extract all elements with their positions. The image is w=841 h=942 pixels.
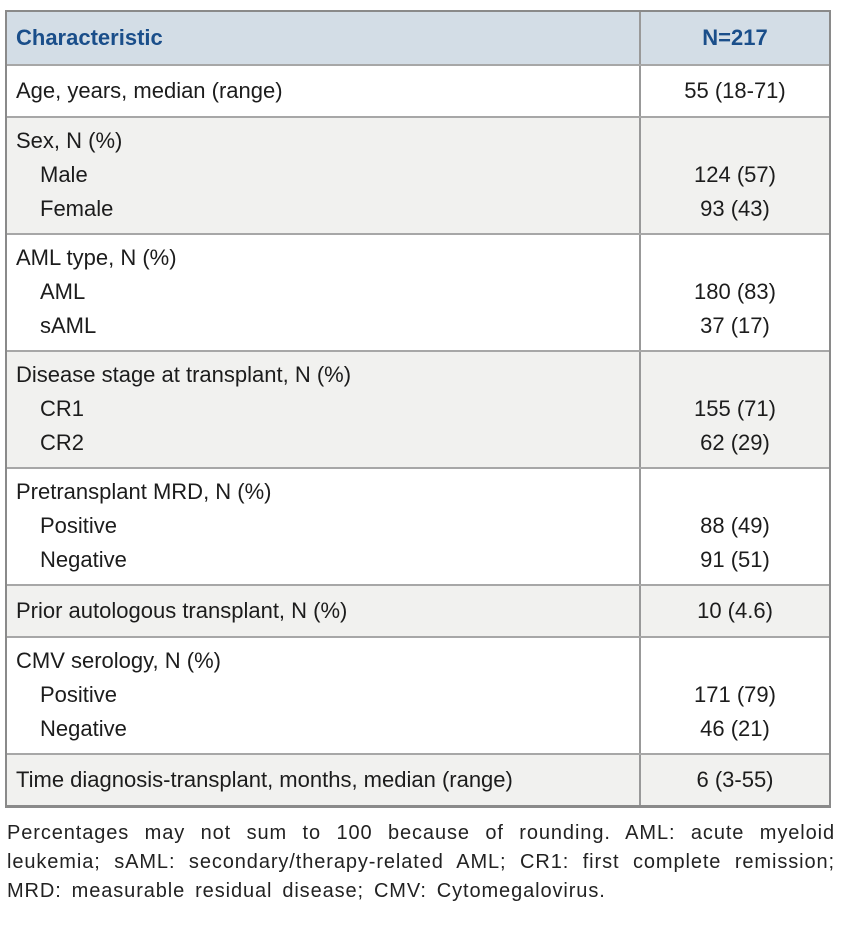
row-sub-value: 124 (57) xyxy=(694,162,776,187)
table-row-pretransplant-mrd: Pretransplant MRD, N (%) Positive Negati… xyxy=(7,467,829,584)
row-label: CMV serology, N (%) xyxy=(16,648,221,673)
row-sub-label: Female xyxy=(40,196,114,221)
row-value: 6 (3-55) xyxy=(696,767,774,792)
row-value-cell: 88 (49) 91 (51) xyxy=(639,469,829,584)
row-label-cell: Age, years, median (range) xyxy=(7,66,639,116)
row-label: Prior autologous transplant, N (%) xyxy=(16,598,348,623)
row-label-cell: Disease stage at transplant, N (%) CR1 C… xyxy=(7,352,639,467)
row-value-cell: 55 (18-71) xyxy=(639,66,829,116)
table-footnote: Percentages may not sum to 100 because o… xyxy=(7,822,835,902)
table-row-prior-autologous: Prior autologous transplant, N (%) 10 (4… xyxy=(7,584,829,636)
row-sub-value: 155 (71) xyxy=(694,396,776,421)
row-value-cell: 10 (4.6) xyxy=(639,586,829,636)
row-sub-label: CR1 xyxy=(40,396,85,421)
row-value-spacer xyxy=(645,241,825,275)
row-sub-label: AML xyxy=(40,279,86,304)
table-header-row: Characteristic N=217 xyxy=(7,12,829,64)
row-label: Disease stage at transplant, N (%) xyxy=(16,362,352,387)
row-sub-value: 171 (79) xyxy=(694,682,776,707)
row-value-spacer xyxy=(645,358,825,392)
row-label: Sex, N (%) xyxy=(16,128,123,153)
header-cell-characteristic: Characteristic xyxy=(7,12,639,64)
row-value-cell: 6 (3-55) xyxy=(639,755,829,805)
header-characteristic-label: Characteristic xyxy=(16,25,163,50)
row-sub-label: CR2 xyxy=(40,430,85,455)
header-n-label: N=217 xyxy=(702,25,768,50)
row-sub-value: 88 (49) xyxy=(700,513,770,538)
row-label-cell: Time diagnosis-transplant, months, media… xyxy=(7,755,639,805)
row-sub-label: Male xyxy=(40,162,88,187)
row-value-spacer xyxy=(645,124,825,158)
row-sub-label: Positive xyxy=(40,682,118,707)
row-sub-value: 93 (43) xyxy=(700,196,770,221)
table-row-aml-type: AML type, N (%) AML sAML 180 (83) 37 (17… xyxy=(7,233,829,350)
row-value-spacer xyxy=(645,644,825,678)
row-value-cell: 171 (79) 46 (21) xyxy=(639,638,829,753)
patient-characteristics-table: Characteristic N=217 Age, years, median … xyxy=(5,10,831,808)
table-row-cmv-serology: CMV serology, N (%) Positive Negative 17… xyxy=(7,636,829,753)
table-row-sex: Sex, N (%) Male Female 124 (57) 93 (43) xyxy=(7,116,829,233)
row-value: 10 (4.6) xyxy=(697,598,773,623)
row-sub-value: 37 (17) xyxy=(700,313,770,338)
row-label-cell: Pretransplant MRD, N (%) Positive Negati… xyxy=(7,469,639,584)
row-value-cell: 155 (71) 62 (29) xyxy=(639,352,829,467)
row-label-cell: Prior autologous transplant, N (%) xyxy=(7,586,639,636)
row-label: Time diagnosis-transplant, months, media… xyxy=(16,767,513,792)
row-label: Pretransplant MRD, N (%) xyxy=(16,479,272,504)
row-sub-value: 62 (29) xyxy=(700,430,770,455)
table-row-age: Age, years, median (range) 55 (18-71) xyxy=(7,64,829,116)
row-sub-label: Positive xyxy=(40,513,118,538)
row-label: AML type, N (%) xyxy=(16,245,177,270)
row-sub-label: sAML xyxy=(40,313,97,338)
table-row-disease-stage: Disease stage at transplant, N (%) CR1 C… xyxy=(7,350,829,467)
row-label-cell: AML type, N (%) AML sAML xyxy=(7,235,639,350)
row-value: 55 (18-71) xyxy=(684,78,786,103)
row-label-cell: CMV serology, N (%) Positive Negative xyxy=(7,638,639,753)
table-row-time-diagnosis-transplant: Time diagnosis-transplant, months, media… xyxy=(7,753,829,805)
row-value-cell: 180 (83) 37 (17) xyxy=(639,235,829,350)
row-label: Age, years, median (range) xyxy=(16,78,283,103)
row-label-cell: Sex, N (%) Male Female xyxy=(7,118,639,233)
row-sub-label: Negative xyxy=(40,716,127,741)
row-sub-value: 46 (21) xyxy=(700,716,770,741)
header-cell-n: N=217 xyxy=(639,12,829,64)
row-value-spacer xyxy=(645,475,825,509)
row-sub-value: 91 (51) xyxy=(700,547,770,572)
row-sub-value: 180 (83) xyxy=(694,279,776,304)
row-sub-label: Negative xyxy=(40,547,127,572)
row-value-cell: 124 (57) 93 (43) xyxy=(639,118,829,233)
